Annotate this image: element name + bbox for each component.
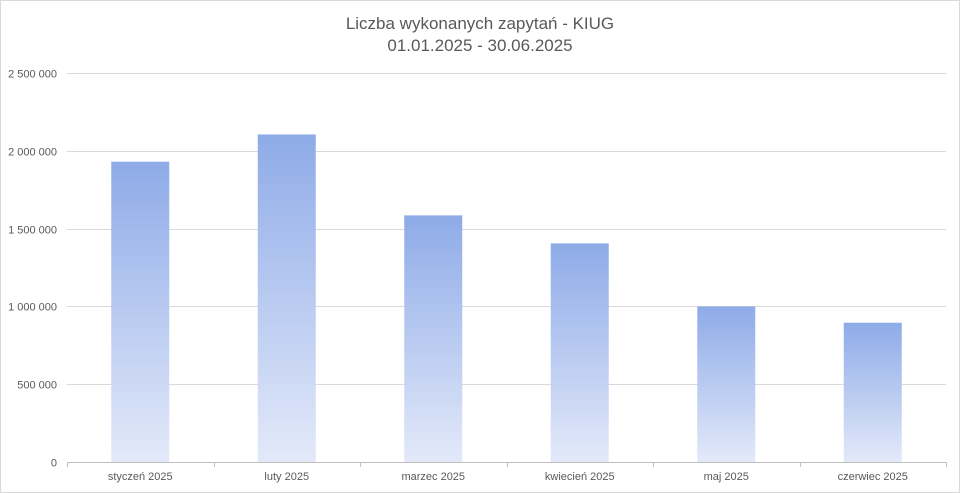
bar-2 <box>257 134 316 462</box>
y-tick-label: 500 000 <box>17 380 57 392</box>
x-tick-label: czerwiec 2025 <box>838 471 908 483</box>
chart-title: Liczba wykonanych zapytań - KIUG <box>345 14 615 33</box>
bar-3 <box>404 215 463 462</box>
x-tick-label: luty 2025 <box>264 471 309 483</box>
bar-5 <box>697 306 756 462</box>
chart-subtitle: 01.01.2025 - 30.06.2025 <box>387 36 573 55</box>
chart-title-block: Liczba wykonanych zapytań - KIUG 01.01.2… <box>1 13 959 57</box>
y-tick-label: 1 500 000 <box>8 225 57 237</box>
x-axis-tick-labels: styczeń 2025 luty 2025 marzec 2025 kwiecień… <box>108 471 908 483</box>
x-tick-label: kwiecień 2025 <box>545 471 615 483</box>
x-tick-label: maj 2025 <box>704 471 749 483</box>
y-tick-label: 0 <box>51 458 57 470</box>
x-axis <box>67 462 947 467</box>
x-tick-label: styczeń 2025 <box>108 471 173 483</box>
y-tick-label: 1 000 000 <box>8 302 57 314</box>
bar-1 <box>111 161 170 462</box>
y-tick-label: 2 000 000 <box>8 147 57 159</box>
bar-6 <box>843 322 902 462</box>
bar-4 <box>550 243 609 462</box>
y-tick-label: 2 500 000 <box>8 69 57 81</box>
y-axis-tick-labels: 0 500 000 1 000 000 1 500 000 2 000 000 2 500… <box>8 69 57 470</box>
gridlines <box>67 73 946 385</box>
x-tick-label: marzec 2025 <box>401 471 465 483</box>
bars <box>111 134 902 462</box>
